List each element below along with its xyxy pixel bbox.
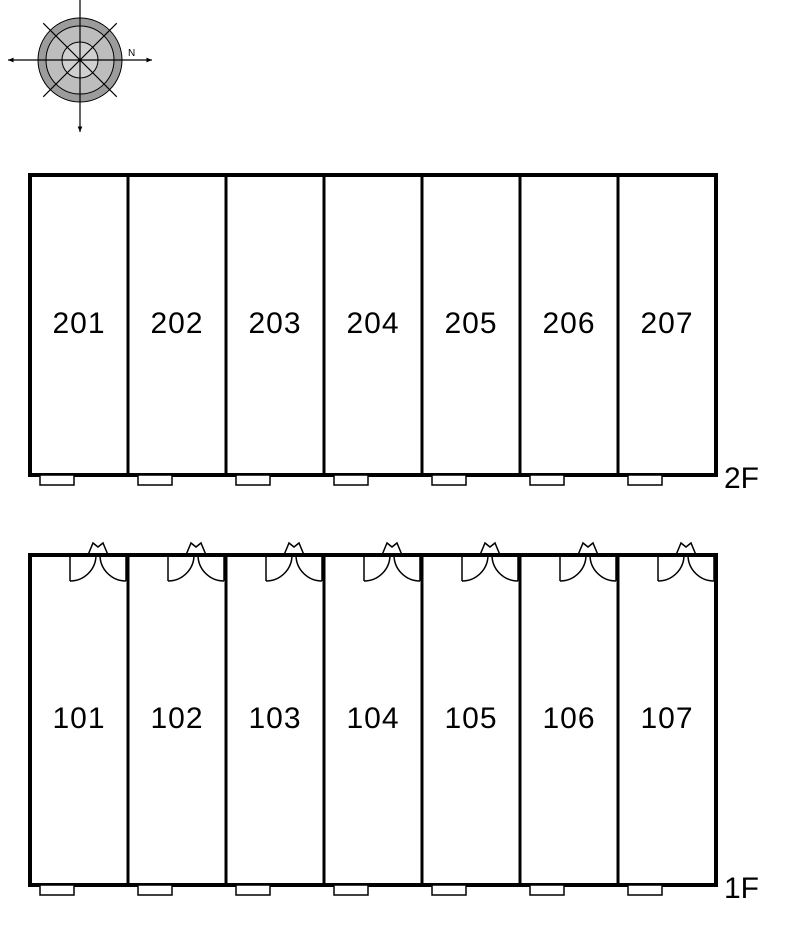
door-arc-icon <box>688 555 714 581</box>
unit-label: 201 <box>52 307 105 340</box>
door-arc-icon <box>658 555 684 581</box>
compass-icon: N <box>8 0 152 132</box>
window-sill <box>138 475 172 485</box>
floor-1-group: 101 102 103 104 105 106 107 1F <box>30 543 759 905</box>
window-sill <box>530 475 564 485</box>
window-sill <box>432 885 466 895</box>
window-sill <box>138 885 172 895</box>
floor-plan-diagram: N2012022032042052062072F1011021031041051… <box>0 0 800 940</box>
window-sill <box>628 885 662 895</box>
door-arc-icon <box>168 555 194 581</box>
door-arc-icon <box>100 555 126 581</box>
door-arc-icon <box>590 555 616 581</box>
door-arc-icon <box>560 555 586 581</box>
unit-label: 106 <box>542 702 595 735</box>
unit-label: 105 <box>444 702 497 735</box>
window-sill <box>236 885 270 895</box>
unit-label: 205 <box>444 307 497 340</box>
unit-label: 104 <box>346 702 399 735</box>
floor-label: 1F <box>724 872 759 905</box>
window-sill <box>40 885 74 895</box>
door-arc-icon <box>364 555 390 581</box>
window-sill <box>334 885 368 895</box>
window-sill <box>628 475 662 485</box>
compass-n-label: N <box>128 48 135 59</box>
door-arc-icon <box>266 555 292 581</box>
door-arc-icon <box>296 555 322 581</box>
window-sill <box>236 475 270 485</box>
unit-label: 203 <box>248 307 301 340</box>
unit-label: 102 <box>150 702 203 735</box>
window-sill <box>334 475 368 485</box>
floor-label: 2F <box>724 462 759 495</box>
door-arc-icon <box>198 555 224 581</box>
unit-label: 207 <box>640 307 693 340</box>
door-arc-icon <box>462 555 488 581</box>
door-arc-icon <box>492 555 518 581</box>
unit-label: 204 <box>346 307 399 340</box>
window-sill <box>530 885 564 895</box>
door-arc-icon <box>70 555 96 581</box>
unit-label: 206 <box>542 307 595 340</box>
window-sill <box>40 475 74 485</box>
window-sill <box>432 475 466 485</box>
unit-label: 107 <box>640 702 693 735</box>
door-arc-icon <box>394 555 420 581</box>
unit-label: 202 <box>150 307 203 340</box>
unit-label: 103 <box>248 702 301 735</box>
floor-2-group: 201 202 203 204 205 206 207 2F <box>30 175 759 495</box>
unit-label: 101 <box>52 702 105 735</box>
